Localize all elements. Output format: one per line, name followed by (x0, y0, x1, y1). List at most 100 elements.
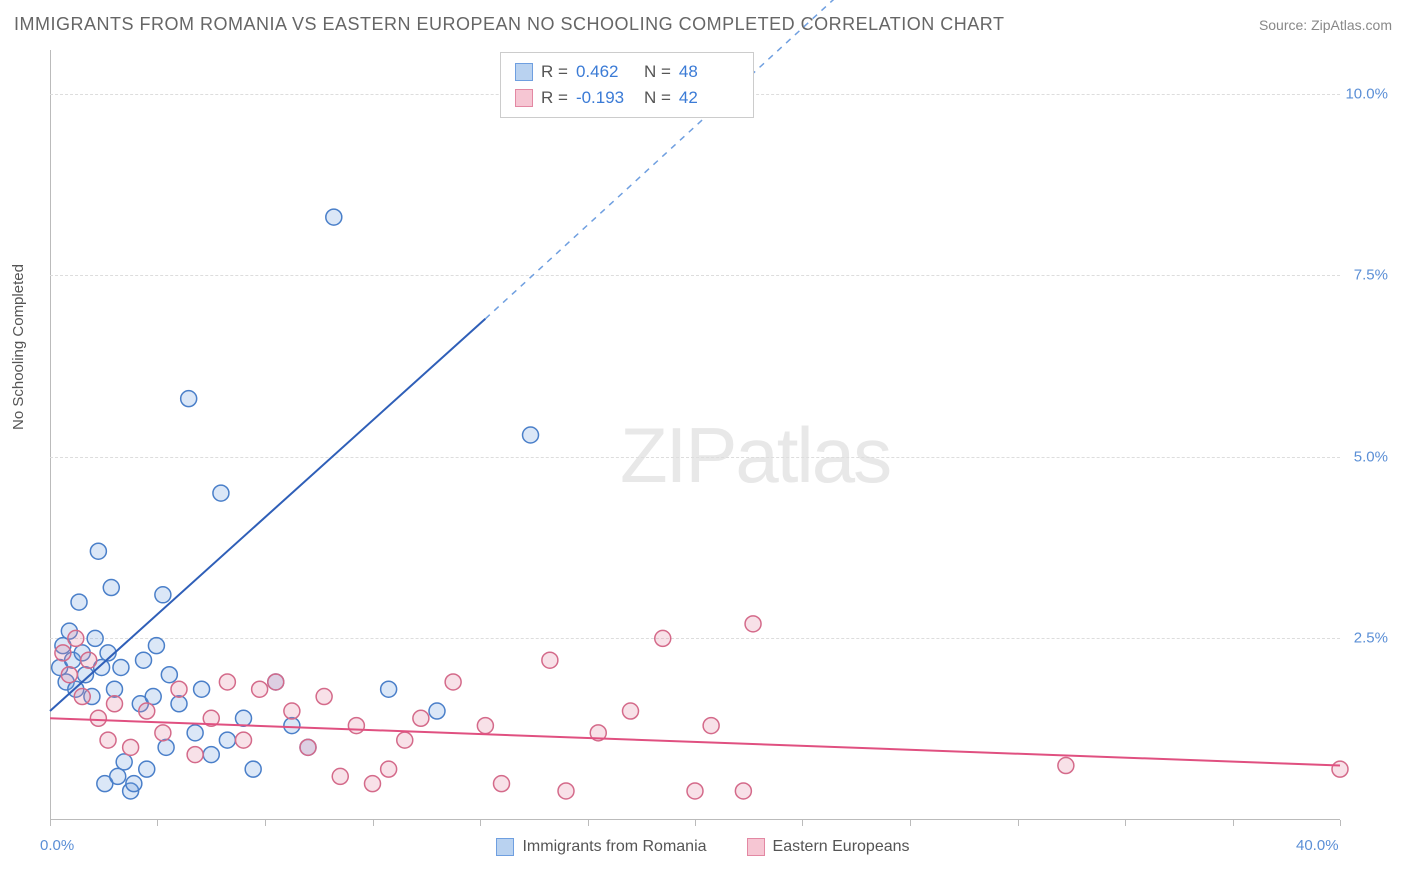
legend-correlation-row: R = -0.193 N = 42 (515, 85, 739, 111)
data-point-eastern_europeans (236, 732, 252, 748)
data-point-eastern_europeans (61, 667, 77, 683)
data-point-eastern_europeans (542, 652, 558, 668)
data-point-romania (194, 681, 210, 697)
legend-swatch (515, 63, 533, 81)
chart-title: IMMIGRANTS FROM ROMANIA VS EASTERN EUROP… (14, 14, 1004, 35)
data-point-romania (113, 659, 129, 675)
x-tick (695, 820, 696, 826)
data-point-eastern_europeans (1332, 761, 1348, 777)
data-point-romania (103, 580, 119, 596)
x-tick (1233, 820, 1234, 826)
data-point-eastern_europeans (100, 732, 116, 748)
x-tick (50, 820, 51, 826)
r-label: R = (541, 85, 568, 111)
legend-series-label: Immigrants from Romania (522, 838, 706, 856)
legend-series-item: Immigrants from Romania (496, 838, 706, 856)
data-point-romania (187, 725, 203, 741)
legend-series-item: Eastern Europeans (747, 838, 910, 856)
data-point-romania (161, 667, 177, 683)
data-point-eastern_europeans (268, 674, 284, 690)
data-point-romania (284, 718, 300, 734)
legend-swatch (747, 838, 765, 856)
data-point-eastern_europeans (397, 732, 413, 748)
data-point-eastern_europeans (139, 703, 155, 719)
n-value: 48 (679, 59, 739, 85)
y-tick-label: 10.0% (1345, 85, 1388, 102)
x-tick (373, 820, 374, 826)
x-tick (157, 820, 158, 826)
legend-swatch (515, 89, 533, 107)
source-label: Source: ZipAtlas.com (1259, 17, 1392, 33)
n-label: N = (644, 59, 671, 85)
data-point-romania (126, 776, 142, 792)
data-point-eastern_europeans (155, 725, 171, 741)
data-point-eastern_europeans (558, 783, 574, 799)
data-point-romania (326, 209, 342, 225)
data-point-romania (155, 587, 171, 603)
data-point-eastern_europeans (413, 710, 429, 726)
data-point-eastern_europeans (687, 783, 703, 799)
legend-correlation: R = 0.462 N = 48 R = -0.193 N = 42 (500, 52, 754, 118)
data-point-eastern_europeans (703, 718, 719, 734)
data-point-romania (110, 768, 126, 784)
data-point-eastern_europeans (68, 630, 84, 646)
x-tick (588, 820, 589, 826)
data-point-eastern_europeans (494, 776, 510, 792)
x-tick (480, 820, 481, 826)
y-axis-label: No Schooling Completed (10, 264, 27, 430)
data-point-romania (136, 652, 152, 668)
scatter-plot (50, 50, 1340, 820)
data-point-romania (107, 681, 123, 697)
y-tick-label: 7.5% (1354, 267, 1388, 284)
data-point-romania (90, 543, 106, 559)
y-tick-label: 5.0% (1354, 448, 1388, 465)
data-point-eastern_europeans (332, 768, 348, 784)
data-point-eastern_europeans (284, 703, 300, 719)
trend-line-romania (50, 319, 485, 711)
data-point-eastern_europeans (252, 681, 268, 697)
legend-series-label: Eastern Europeans (773, 838, 910, 856)
data-point-romania (219, 732, 235, 748)
x-tick (1125, 820, 1126, 826)
data-point-eastern_europeans (171, 681, 187, 697)
data-point-eastern_europeans (81, 652, 97, 668)
data-point-romania (203, 747, 219, 763)
data-point-romania (116, 754, 132, 770)
data-point-eastern_europeans (745, 616, 761, 632)
data-point-eastern_europeans (107, 696, 123, 712)
data-point-eastern_europeans (187, 747, 203, 763)
r-label: R = (541, 59, 568, 85)
data-point-romania (171, 696, 187, 712)
data-point-romania (71, 594, 87, 610)
data-point-romania (158, 739, 174, 755)
data-point-eastern_europeans (316, 689, 332, 705)
data-point-romania (148, 638, 164, 654)
legend-correlation-row: R = 0.462 N = 48 (515, 59, 739, 85)
data-point-eastern_europeans (623, 703, 639, 719)
data-point-eastern_europeans (655, 630, 671, 646)
data-point-romania (236, 710, 252, 726)
data-point-eastern_europeans (123, 739, 139, 755)
x-tick (265, 820, 266, 826)
n-label: N = (644, 85, 671, 111)
data-point-eastern_europeans (74, 689, 90, 705)
data-point-romania (181, 391, 197, 407)
data-point-romania (429, 703, 445, 719)
legend-series: Immigrants from Romania Eastern Europeans (0, 838, 1406, 856)
r-value: 0.462 (576, 59, 636, 85)
x-tick (802, 820, 803, 826)
legend-swatch (496, 838, 514, 856)
data-point-romania (213, 485, 229, 501)
x-tick (910, 820, 911, 826)
data-point-eastern_europeans (219, 674, 235, 690)
x-tick (1340, 820, 1341, 826)
data-point-romania (523, 427, 539, 443)
n-value: 42 (679, 85, 739, 111)
data-point-eastern_europeans (55, 645, 71, 661)
data-point-eastern_europeans (477, 718, 493, 734)
r-value: -0.193 (576, 85, 636, 111)
y-tick-label: 2.5% (1354, 630, 1388, 647)
data-point-eastern_europeans (90, 710, 106, 726)
x-tick (1018, 820, 1019, 826)
data-point-romania (381, 681, 397, 697)
